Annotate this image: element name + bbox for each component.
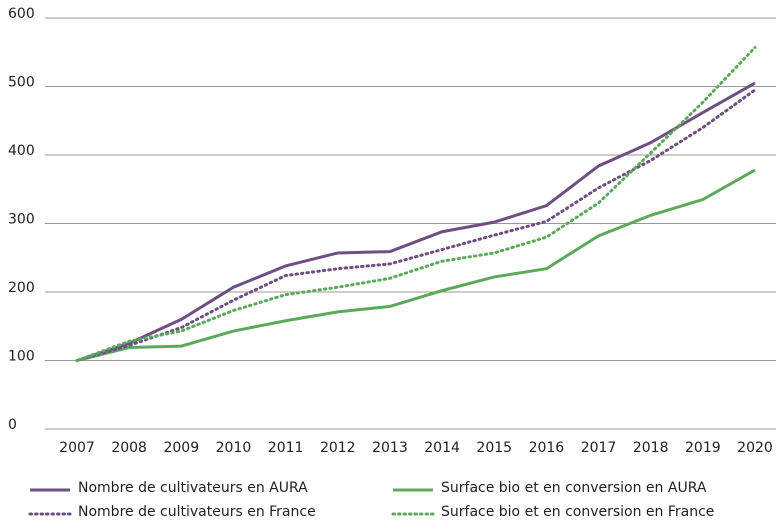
y-tick-label: 500 xyxy=(8,75,35,91)
legend-label: Nombre de cultivateurs en AURA xyxy=(78,480,308,496)
x-tick-label: 2012 xyxy=(320,440,356,456)
x-tick-label: 2010 xyxy=(216,440,252,456)
x-tick-label: 2019 xyxy=(685,440,721,456)
x-tick-label: 2015 xyxy=(476,440,512,456)
series-line xyxy=(75,88,757,362)
x-tick-label: 2018 xyxy=(633,440,669,456)
x-tick-label: 2016 xyxy=(529,440,565,456)
y-tick-label: 300 xyxy=(8,212,35,228)
legend-label: Surface bio et en conversion en AURA xyxy=(441,480,707,496)
y-tick-label: 400 xyxy=(8,143,35,159)
series-line xyxy=(75,45,757,362)
y-tick-label: 200 xyxy=(8,280,35,296)
legend-label: Nombre de cultivateurs en France xyxy=(78,504,316,520)
x-tick-label: 2013 xyxy=(372,440,408,456)
y-tick-label: 100 xyxy=(8,349,35,365)
x-tick-label: 2014 xyxy=(424,440,460,456)
x-tick-label: 2017 xyxy=(581,440,617,456)
legend-label: Surface bio et en conversion en France xyxy=(441,504,714,520)
y-tick-label: 600 xyxy=(8,6,35,22)
x-tick-label: 2009 xyxy=(163,440,199,456)
x-tick-label: 2007 xyxy=(59,440,95,456)
series-line xyxy=(76,81,756,362)
y-tick-label: 0 xyxy=(8,417,17,433)
series-line xyxy=(76,168,756,362)
x-tick-label: 2011 xyxy=(268,440,304,456)
x-tick-label: 2008 xyxy=(111,440,147,456)
x-tick-label: 2020 xyxy=(737,440,773,456)
